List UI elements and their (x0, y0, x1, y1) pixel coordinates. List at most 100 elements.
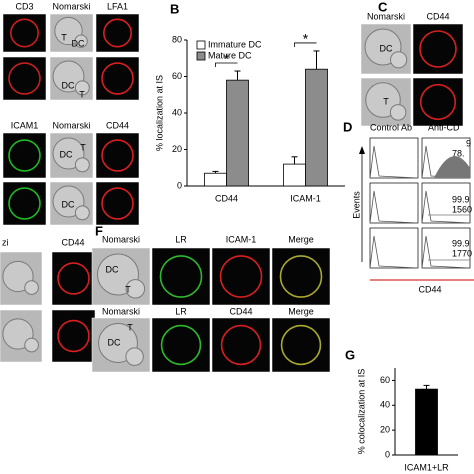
cell-ring (57, 319, 90, 353)
label: Nomarski (52, 120, 90, 130)
label: Anti-CD (428, 122, 460, 132)
y-axis-label: % localization at IS (154, 75, 164, 151)
label: CD44 (106, 120, 129, 130)
label: Merge (288, 306, 314, 316)
error-bar (234, 70, 241, 81)
y-tick-label: 80 (172, 34, 182, 44)
label: T (61, 32, 67, 42)
annotation: * (224, 51, 230, 67)
error-bar (423, 384, 430, 390)
label: DC (380, 43, 393, 53)
label: zi (2, 237, 9, 247)
histogram-fill (434, 156, 470, 178)
y-tick-label: 60 (172, 71, 182, 81)
cell (125, 279, 146, 299)
label: DC (60, 149, 73, 159)
label: CD44 (418, 284, 441, 294)
annotation: * (303, 31, 309, 47)
cell-ring (10, 18, 39, 48)
cell (125, 347, 144, 366)
micrograph (271, 247, 331, 306)
label: DC (62, 80, 75, 90)
label: 9 (466, 138, 471, 148)
label: 99.9 (452, 194, 470, 204)
label: 99.9 (452, 238, 470, 248)
label: LFA1 (107, 1, 128, 11)
y-tick-label: 0 (385, 449, 390, 459)
micrograph (151, 247, 211, 306)
error-bar (291, 156, 298, 165)
bar (204, 172, 227, 187)
cell-ring (8, 62, 41, 95)
label: CD44 (61, 237, 84, 247)
legend-swatch (196, 51, 206, 61)
cell-ring (101, 187, 134, 220)
label: Control Ab (370, 122, 412, 132)
label: Nomarski (102, 306, 140, 316)
y-tick-label: 40 (172, 107, 182, 117)
micrograph (51, 251, 96, 306)
bar (415, 388, 438, 456)
panel-letter: D (343, 119, 352, 134)
y-tick-label: 60 (380, 375, 390, 385)
cell-ring (419, 30, 457, 68)
histogram-curve (421, 235, 471, 269)
cell-ring (279, 255, 323, 298)
cell-ring (219, 255, 263, 298)
histogram-curve (369, 235, 419, 269)
label: ICAM-1 (226, 234, 257, 244)
label: DC (108, 337, 121, 347)
error-bar (313, 50, 320, 70)
label: 1560 M (452, 204, 474, 214)
label: DC (106, 264, 119, 274)
error-bar (212, 170, 219, 174)
label: Events (351, 191, 361, 219)
label: ICAM1 (11, 120, 39, 130)
legend-label: Mature DC (208, 50, 252, 60)
cell-ring (159, 255, 203, 298)
cell-ring (220, 324, 262, 366)
cell (74, 205, 90, 221)
bracket (215, 62, 238, 68)
label: 78. (452, 148, 465, 158)
micrograph (95, 56, 140, 101)
label: LR (175, 234, 187, 244)
cell-ring (101, 62, 134, 95)
cell (74, 34, 88, 48)
label: Nomarski (102, 234, 140, 244)
x-tick-label: ICAM-1 (290, 193, 321, 203)
micrograph (95, 181, 140, 226)
label: T (79, 89, 85, 99)
cell-ring (280, 324, 322, 366)
label: 1770 M (452, 248, 474, 258)
panel-letter: C (378, 0, 388, 14)
bar (226, 79, 249, 187)
histogram-curve (369, 190, 419, 224)
x-tick-label: CD44 (215, 193, 238, 203)
cell-ring (160, 324, 202, 366)
x-tick-label: ICAM1+LR (404, 462, 449, 472)
y-tick-label: 20 (380, 425, 390, 435)
micrograph (51, 309, 96, 363)
y-tick-label: 0 (177, 180, 182, 190)
label: CD44 (426, 11, 449, 21)
cell-ring (419, 83, 457, 121)
panel-letter: B (170, 1, 179, 16)
cell (389, 104, 407, 121)
cell-ring (8, 187, 41, 220)
histogram-curve (369, 145, 419, 179)
label: CD44 (229, 306, 252, 316)
label: Nomarski (367, 11, 405, 21)
cell (74, 80, 90, 96)
cell-ring (101, 139, 134, 172)
label: T (125, 284, 131, 294)
label: T (80, 142, 86, 152)
label: DC (62, 199, 75, 209)
bar (283, 163, 306, 187)
panel-letter: G (345, 347, 355, 362)
micrograph (412, 23, 464, 75)
flow-plot (369, 137, 419, 179)
legend-swatch (196, 40, 206, 50)
panel-letter: F (95, 223, 103, 238)
y-axis-label: % colocalization at IS (356, 369, 366, 455)
